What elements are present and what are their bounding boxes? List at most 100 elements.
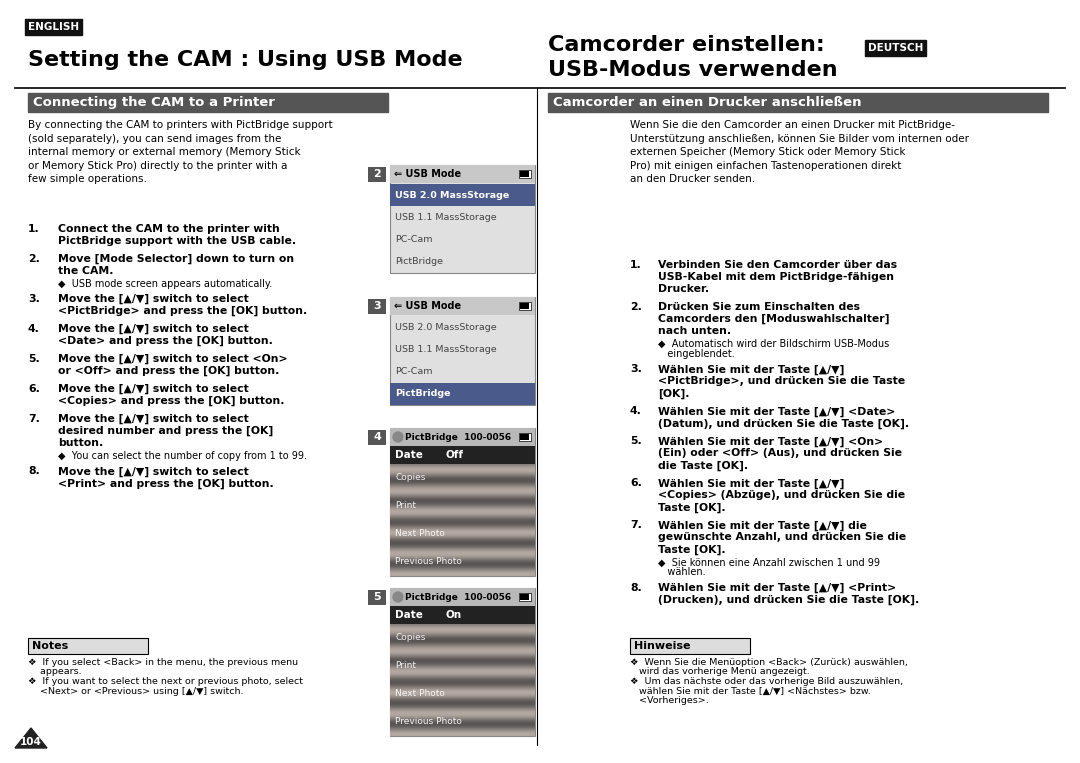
Text: USB-Modus verwenden: USB-Modus verwenden xyxy=(548,60,838,80)
FancyBboxPatch shape xyxy=(390,681,535,682)
Text: ⇐ USB Mode: ⇐ USB Mode xyxy=(394,169,461,179)
Text: Off: Off xyxy=(445,450,463,460)
FancyBboxPatch shape xyxy=(390,713,535,714)
FancyBboxPatch shape xyxy=(390,671,535,672)
FancyBboxPatch shape xyxy=(390,523,535,524)
FancyBboxPatch shape xyxy=(390,522,535,523)
FancyBboxPatch shape xyxy=(390,486,535,487)
Text: [OK].: [OK]. xyxy=(658,388,689,398)
FancyBboxPatch shape xyxy=(390,703,535,704)
FancyBboxPatch shape xyxy=(390,652,535,653)
FancyBboxPatch shape xyxy=(390,567,535,568)
FancyBboxPatch shape xyxy=(390,721,535,722)
FancyBboxPatch shape xyxy=(390,502,535,503)
Text: wählen Sie mit der Taste [▲/▼] <Nächstes> bzw.: wählen Sie mit der Taste [▲/▼] <Nächstes… xyxy=(630,687,870,696)
FancyBboxPatch shape xyxy=(390,518,535,519)
FancyBboxPatch shape xyxy=(390,650,535,651)
Text: ◆  You can select the number of copy from 1 to 99.: ◆ You can select the number of copy from… xyxy=(58,451,307,461)
FancyBboxPatch shape xyxy=(390,715,535,716)
FancyBboxPatch shape xyxy=(390,653,535,654)
FancyBboxPatch shape xyxy=(390,717,535,718)
FancyBboxPatch shape xyxy=(390,726,535,727)
FancyBboxPatch shape xyxy=(390,732,535,733)
FancyBboxPatch shape xyxy=(390,711,535,712)
FancyBboxPatch shape xyxy=(390,544,535,545)
Text: Previous Photo: Previous Photo xyxy=(395,558,462,566)
FancyBboxPatch shape xyxy=(390,672,535,673)
FancyBboxPatch shape xyxy=(390,509,535,510)
FancyBboxPatch shape xyxy=(390,674,535,675)
FancyBboxPatch shape xyxy=(390,491,535,492)
FancyBboxPatch shape xyxy=(519,434,529,440)
FancyBboxPatch shape xyxy=(390,468,535,469)
Text: (Ein) oder <Off> (Aus), und drücken Sie: (Ein) oder <Off> (Aus), und drücken Sie xyxy=(658,449,902,459)
FancyBboxPatch shape xyxy=(390,521,535,522)
Text: Move the [▲/▼] switch to select: Move the [▲/▼] switch to select xyxy=(58,384,248,394)
FancyBboxPatch shape xyxy=(390,538,535,539)
FancyBboxPatch shape xyxy=(390,514,535,515)
FancyBboxPatch shape xyxy=(390,690,535,691)
Text: DEUTSCH: DEUTSCH xyxy=(868,43,923,53)
FancyBboxPatch shape xyxy=(390,698,535,699)
FancyBboxPatch shape xyxy=(390,624,535,625)
FancyBboxPatch shape xyxy=(390,530,535,531)
FancyBboxPatch shape xyxy=(390,542,535,543)
FancyBboxPatch shape xyxy=(390,651,535,652)
Text: On: On xyxy=(445,610,461,620)
FancyBboxPatch shape xyxy=(390,560,535,561)
Text: 2: 2 xyxy=(373,169,381,179)
FancyBboxPatch shape xyxy=(390,505,535,506)
FancyBboxPatch shape xyxy=(390,165,535,183)
Text: 5.: 5. xyxy=(630,436,642,446)
FancyBboxPatch shape xyxy=(28,93,388,112)
Text: 4.: 4. xyxy=(28,324,40,334)
FancyBboxPatch shape xyxy=(390,564,535,565)
FancyBboxPatch shape xyxy=(390,559,535,560)
FancyBboxPatch shape xyxy=(390,673,535,674)
FancyBboxPatch shape xyxy=(390,495,535,496)
FancyBboxPatch shape xyxy=(390,489,535,490)
FancyBboxPatch shape xyxy=(390,688,535,689)
Text: <PictBridge>, und drücken Sie die Taste: <PictBridge>, und drücken Sie die Taste xyxy=(658,376,905,386)
Text: 8.: 8. xyxy=(630,583,642,593)
FancyBboxPatch shape xyxy=(390,574,535,575)
FancyBboxPatch shape xyxy=(390,624,535,736)
FancyBboxPatch shape xyxy=(390,669,535,670)
FancyBboxPatch shape xyxy=(390,640,535,641)
FancyBboxPatch shape xyxy=(390,465,535,466)
FancyBboxPatch shape xyxy=(390,633,535,634)
Text: Wählen Sie mit der Taste [▲/▼] <On>: Wählen Sie mit der Taste [▲/▼] <On> xyxy=(658,436,883,446)
Text: ⇐ USB Mode: ⇐ USB Mode xyxy=(394,301,461,311)
FancyBboxPatch shape xyxy=(390,501,535,502)
FancyBboxPatch shape xyxy=(390,476,535,477)
Text: or <Off> and press the [OK] button.: or <Off> and press the [OK] button. xyxy=(58,366,280,376)
FancyBboxPatch shape xyxy=(390,734,535,735)
FancyBboxPatch shape xyxy=(390,665,535,666)
FancyBboxPatch shape xyxy=(390,701,535,702)
FancyBboxPatch shape xyxy=(390,531,535,532)
Text: Move the [▲/▼] switch to select: Move the [▲/▼] switch to select xyxy=(58,414,248,424)
FancyBboxPatch shape xyxy=(390,686,535,687)
Text: 2.: 2. xyxy=(28,254,40,264)
FancyBboxPatch shape xyxy=(390,664,535,665)
FancyBboxPatch shape xyxy=(390,446,535,464)
Text: button.: button. xyxy=(58,438,104,448)
Text: 6.: 6. xyxy=(630,478,642,488)
FancyBboxPatch shape xyxy=(390,383,535,405)
FancyBboxPatch shape xyxy=(519,593,531,601)
Text: wählen.: wählen. xyxy=(658,568,705,578)
Text: Wählen Sie mit der Taste [▲/▼] <Print>: Wählen Sie mit der Taste [▲/▼] <Print> xyxy=(658,583,896,593)
FancyBboxPatch shape xyxy=(390,725,535,726)
FancyBboxPatch shape xyxy=(390,667,535,668)
FancyBboxPatch shape xyxy=(390,722,535,723)
Text: Setting the CAM : Using USB Mode: Setting the CAM : Using USB Mode xyxy=(28,50,462,70)
FancyBboxPatch shape xyxy=(390,663,535,664)
FancyBboxPatch shape xyxy=(390,481,535,482)
FancyBboxPatch shape xyxy=(390,467,535,468)
Text: PictBridge: PictBridge xyxy=(395,257,443,266)
FancyBboxPatch shape xyxy=(28,638,148,654)
FancyBboxPatch shape xyxy=(390,510,535,511)
Text: ❖  Um das nächste oder das vorherige Bild auszuwählen,: ❖ Um das nächste oder das vorherige Bild… xyxy=(630,677,903,686)
Text: PictBridge: PictBridge xyxy=(395,389,450,398)
FancyBboxPatch shape xyxy=(390,704,535,705)
